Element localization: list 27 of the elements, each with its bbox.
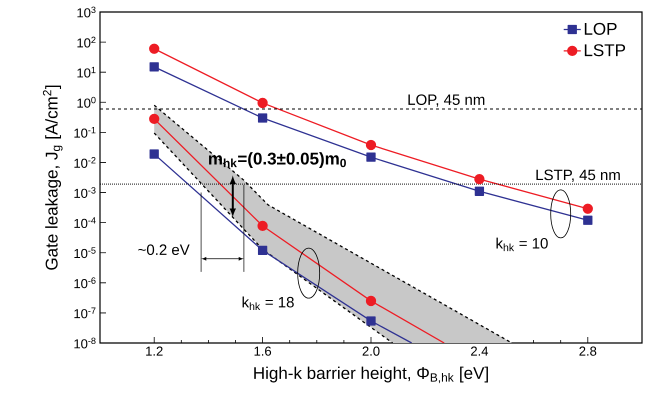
x-tick-label: 1.2 — [146, 346, 163, 356]
x-tick-label: 2.4 — [471, 346, 488, 356]
ref-line-label: LOP, 45 nm — [408, 94, 484, 107]
y-tick-label: 10$^{-3}$ — [74, 187, 96, 198]
annotation: m$_{hk}$=(0.3±0.05)m$_{0}$ — [208, 152, 346, 168]
annotation: ~0.2 eV — [138, 244, 190, 256]
legend-label: LSTP — [584, 44, 626, 56]
y-tick-label: 10$^{-2}$ — [74, 157, 96, 168]
y-tick-label: 10$^{-1}$ — [74, 126, 96, 138]
y-tick-label: 10$^{0}$ — [77, 96, 96, 108]
x-tick-label: 1.6 — [254, 346, 272, 356]
y-tick-label: 10$^{-4}$ — [74, 217, 96, 228]
x-axis-title: High-k barrier height, Φ$_{B,hk}$ [eV] — [254, 366, 488, 384]
x-tick-label: 2.0 — [362, 346, 380, 356]
annotation: k$_{hk}$ = 18 — [242, 296, 294, 310]
y-tick-label: 10$^{-8}$ — [74, 338, 96, 348]
ref-line-label: LSTP, 45 nm — [536, 170, 620, 182]
y-tick-label: 10$^{-6}$ — [74, 277, 96, 288]
y-tick-label: 10$^{-7}$ — [74, 308, 96, 318]
y-axis-title: Gate leakage, J$_{g}$ [A/cm$^{2}$] — [42, 86, 63, 270]
y-tick-label: 10$^{1}$ — [77, 66, 96, 78]
legend-label: LOP — [584, 22, 617, 35]
y-tick-label: 10$^{3}$ — [77, 6, 96, 18]
y-tick-label: 10$^{-5}$ — [74, 247, 96, 258]
y-tick-label: 10$^{2}$ — [77, 36, 96, 48]
x-tick-label: 2.8 — [579, 346, 596, 356]
annotation: k$_{hk}$ = 10 — [496, 238, 548, 252]
